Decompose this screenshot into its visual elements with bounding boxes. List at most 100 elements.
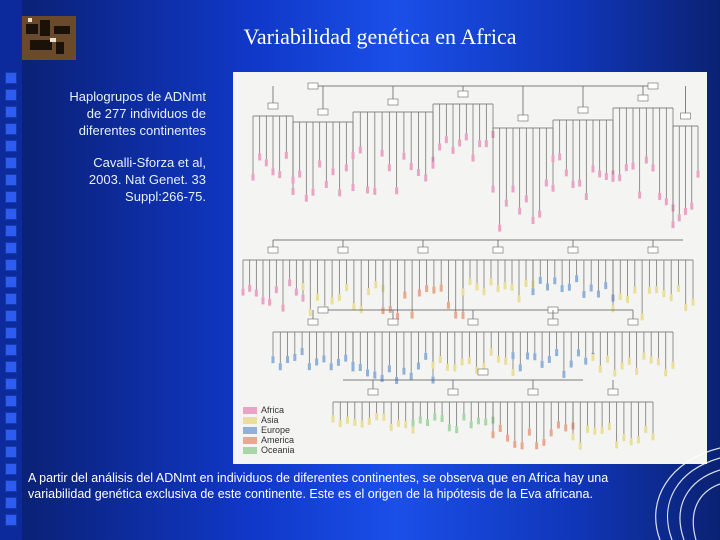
tree-leaf: [387, 365, 391, 373]
citation: Cavalli-Sforza et al, 2003. Nat Genet. 3…: [40, 154, 206, 205]
tree-leaf: [298, 170, 302, 178]
decorative-square: [5, 276, 17, 288]
tree-leaf: [294, 288, 298, 296]
tree-leaf: [254, 289, 258, 297]
tree-leaf: [538, 210, 542, 218]
tree-leaf: [469, 421, 473, 429]
decorative-square: [5, 157, 17, 169]
tree-leaf: [540, 360, 544, 368]
tree-leaf: [396, 419, 400, 427]
legend-label: Asia: [261, 415, 279, 425]
tree-leaf: [353, 418, 357, 426]
tree-leaf: [293, 353, 297, 361]
tree-leaf: [511, 369, 515, 377]
tree-leaf: [684, 207, 687, 215]
tree-leaf: [286, 355, 290, 363]
tree-leaf: [373, 371, 377, 379]
tree-leaf: [458, 139, 462, 147]
tree-leaf: [676, 284, 680, 292]
decorative-square: [5, 191, 17, 203]
tree-leaf: [460, 358, 464, 366]
decorative-square: [5, 446, 17, 458]
tree-leaf: [447, 424, 451, 432]
tree-leaf: [330, 297, 334, 305]
decorative-square: [5, 208, 17, 220]
decorative-square: [5, 327, 17, 339]
tree-leaf: [622, 434, 626, 442]
tree-leaf: [418, 416, 422, 424]
tree-leaf: [555, 349, 559, 357]
tree-leaf: [288, 279, 292, 287]
tree-node: [680, 112, 691, 120]
tree-leaf: [373, 187, 377, 195]
tree-leaf: [586, 425, 590, 433]
legend-item: America: [243, 435, 294, 445]
tree-leaf: [471, 154, 475, 162]
tree-leaf: [651, 433, 655, 441]
tree-leaf: [382, 413, 386, 421]
tree-leaf: [496, 355, 500, 363]
tree-leaf: [526, 352, 530, 360]
decorative-square: [5, 361, 17, 373]
tree-leaf: [691, 298, 695, 306]
tree-leaf: [402, 152, 406, 160]
tree-leaf: [409, 163, 413, 171]
tree-leaf: [613, 369, 617, 377]
tree-leaf: [510, 283, 514, 291]
tree-leaf: [576, 349, 580, 357]
tree-node: [492, 246, 504, 254]
tree-node: [627, 318, 639, 326]
tree-leaf: [564, 169, 568, 177]
tree-leaf: [331, 168, 335, 176]
tree-leaf: [636, 436, 640, 444]
tree-leaf: [504, 199, 508, 207]
tree-node: [647, 82, 659, 90]
tree-leaf: [578, 442, 582, 450]
tree-leaf: [671, 221, 675, 229]
decorative-square: [5, 242, 17, 254]
tree-node: [267, 102, 279, 110]
tree-leaf: [658, 192, 662, 200]
tree-leaf: [518, 207, 522, 215]
tree-node: [337, 246, 349, 254]
decorative-square: [5, 514, 17, 526]
decorative-square: [5, 395, 17, 407]
tree-leaf: [544, 179, 548, 187]
tree-leaf: [278, 363, 282, 371]
tree-leaf: [491, 431, 495, 439]
tree-leaf: [346, 416, 350, 424]
tree-leaf: [366, 369, 370, 377]
tree-leaf: [527, 428, 531, 436]
tree-leaf: [360, 420, 364, 428]
tree-node: [577, 106, 589, 114]
tree-leaf: [367, 417, 371, 425]
tree-leaf: [291, 176, 295, 184]
tree-leaf: [461, 288, 465, 296]
tree-leaf: [562, 370, 566, 378]
tree-node: [477, 368, 489, 376]
tree-leaf: [433, 413, 437, 421]
tree-leaf: [464, 133, 468, 141]
tree-leaf: [395, 376, 399, 384]
tree-leaf: [439, 284, 443, 292]
tree-leaf: [627, 357, 631, 365]
tree-leaf: [281, 304, 285, 312]
tree-leaf: [366, 288, 370, 296]
tree-leaf: [380, 375, 384, 383]
tree-leaf: [533, 353, 537, 361]
tree-leaf: [411, 419, 415, 427]
tree-leaf: [546, 283, 550, 291]
tree-leaf: [416, 362, 420, 370]
tree-leaf: [611, 305, 615, 313]
tree-leaf: [402, 367, 406, 375]
tree-node: [607, 388, 619, 396]
tree-leaf: [438, 143, 442, 151]
tree-leaf: [647, 286, 651, 294]
tree-leaf: [600, 426, 604, 434]
tree-leaf: [380, 149, 384, 157]
tree-leaf: [381, 307, 385, 315]
tree-leaf: [671, 361, 675, 369]
tree-leaf: [358, 146, 362, 154]
tree-leaf: [409, 372, 413, 380]
tree-leaf: [241, 288, 245, 296]
